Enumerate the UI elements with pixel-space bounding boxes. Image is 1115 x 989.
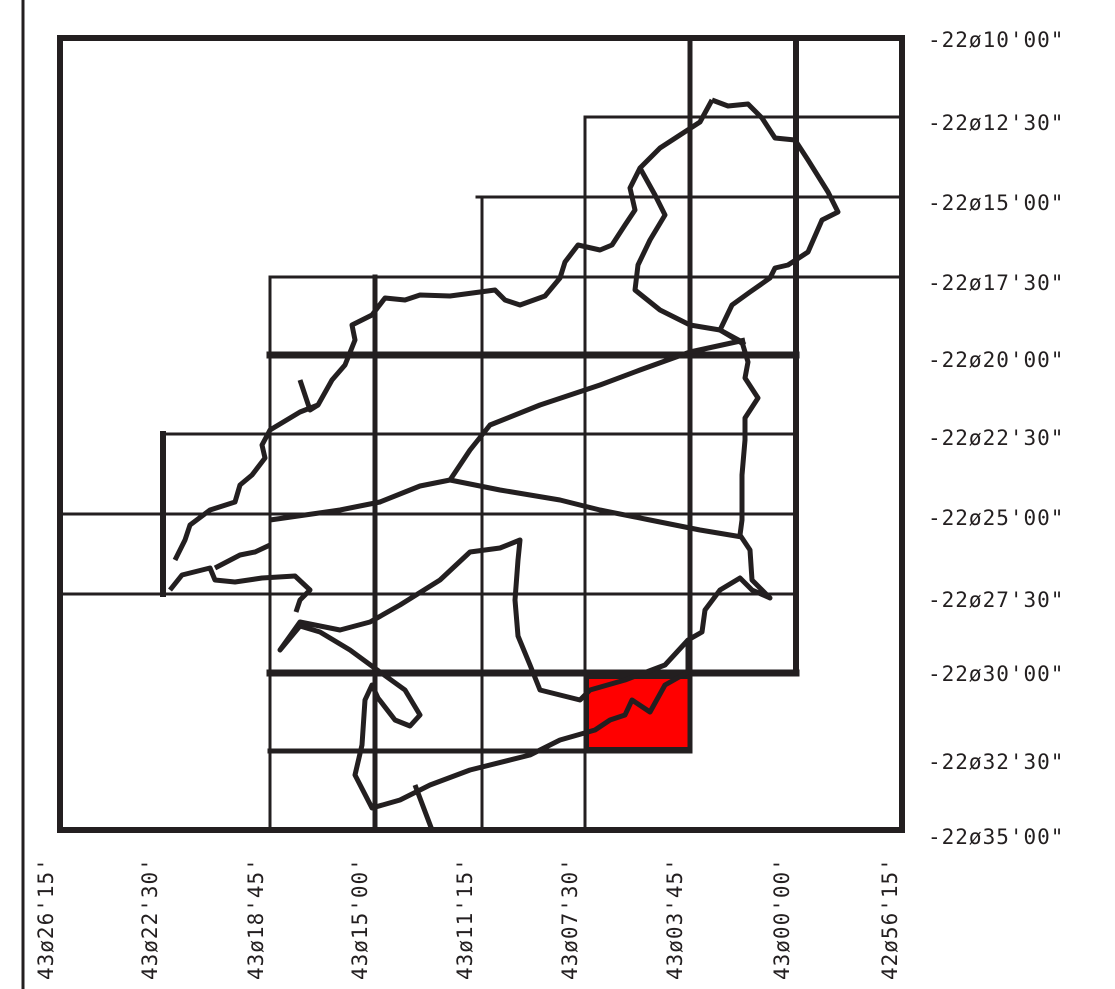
internal-road-2 <box>447 166 746 482</box>
latitude-label: -22ø17'30" <box>928 271 1065 295</box>
longitude-label: 43ø03'45' <box>663 857 687 980</box>
longitude-label: 43ø26'15' <box>34 857 58 980</box>
internal-road-1 <box>269 477 743 540</box>
highlighted-sheet[interactable] <box>587 677 690 749</box>
longitude-label: 43ø15'00' <box>348 857 372 980</box>
boundary-outline-north <box>168 98 715 613</box>
latitude-label: -22ø25'00" <box>928 506 1065 530</box>
longitude-label: 43ø18'45' <box>244 857 268 980</box>
latitude-label: -22ø10'00" <box>928 28 1065 52</box>
latitude-label: -22ø12'30" <box>928 111 1065 135</box>
longitude-label: 43ø11'15' <box>453 857 477 980</box>
latitude-label: -22ø20'00" <box>928 348 1065 372</box>
latitude-label: -22ø32'30" <box>928 750 1065 774</box>
longitude-label: 43ø00'00' <box>770 857 794 980</box>
latitude-label: -22ø27'30" <box>928 588 1065 612</box>
longitude-label: 42ø56'15' <box>878 857 902 980</box>
latitude-label: -22ø22'30" <box>928 426 1065 450</box>
boundary-outline <box>277 97 841 811</box>
longitude-label: 43ø22'30' <box>138 857 162 980</box>
latitude-label: -22ø15'00" <box>928 191 1065 215</box>
latitude-label: -22ø35'00" <box>928 825 1065 849</box>
latitude-label: -22ø30'00" <box>928 662 1065 686</box>
longitude-label: 43ø07'30' <box>558 857 582 980</box>
internal-road-3 <box>213 327 747 831</box>
